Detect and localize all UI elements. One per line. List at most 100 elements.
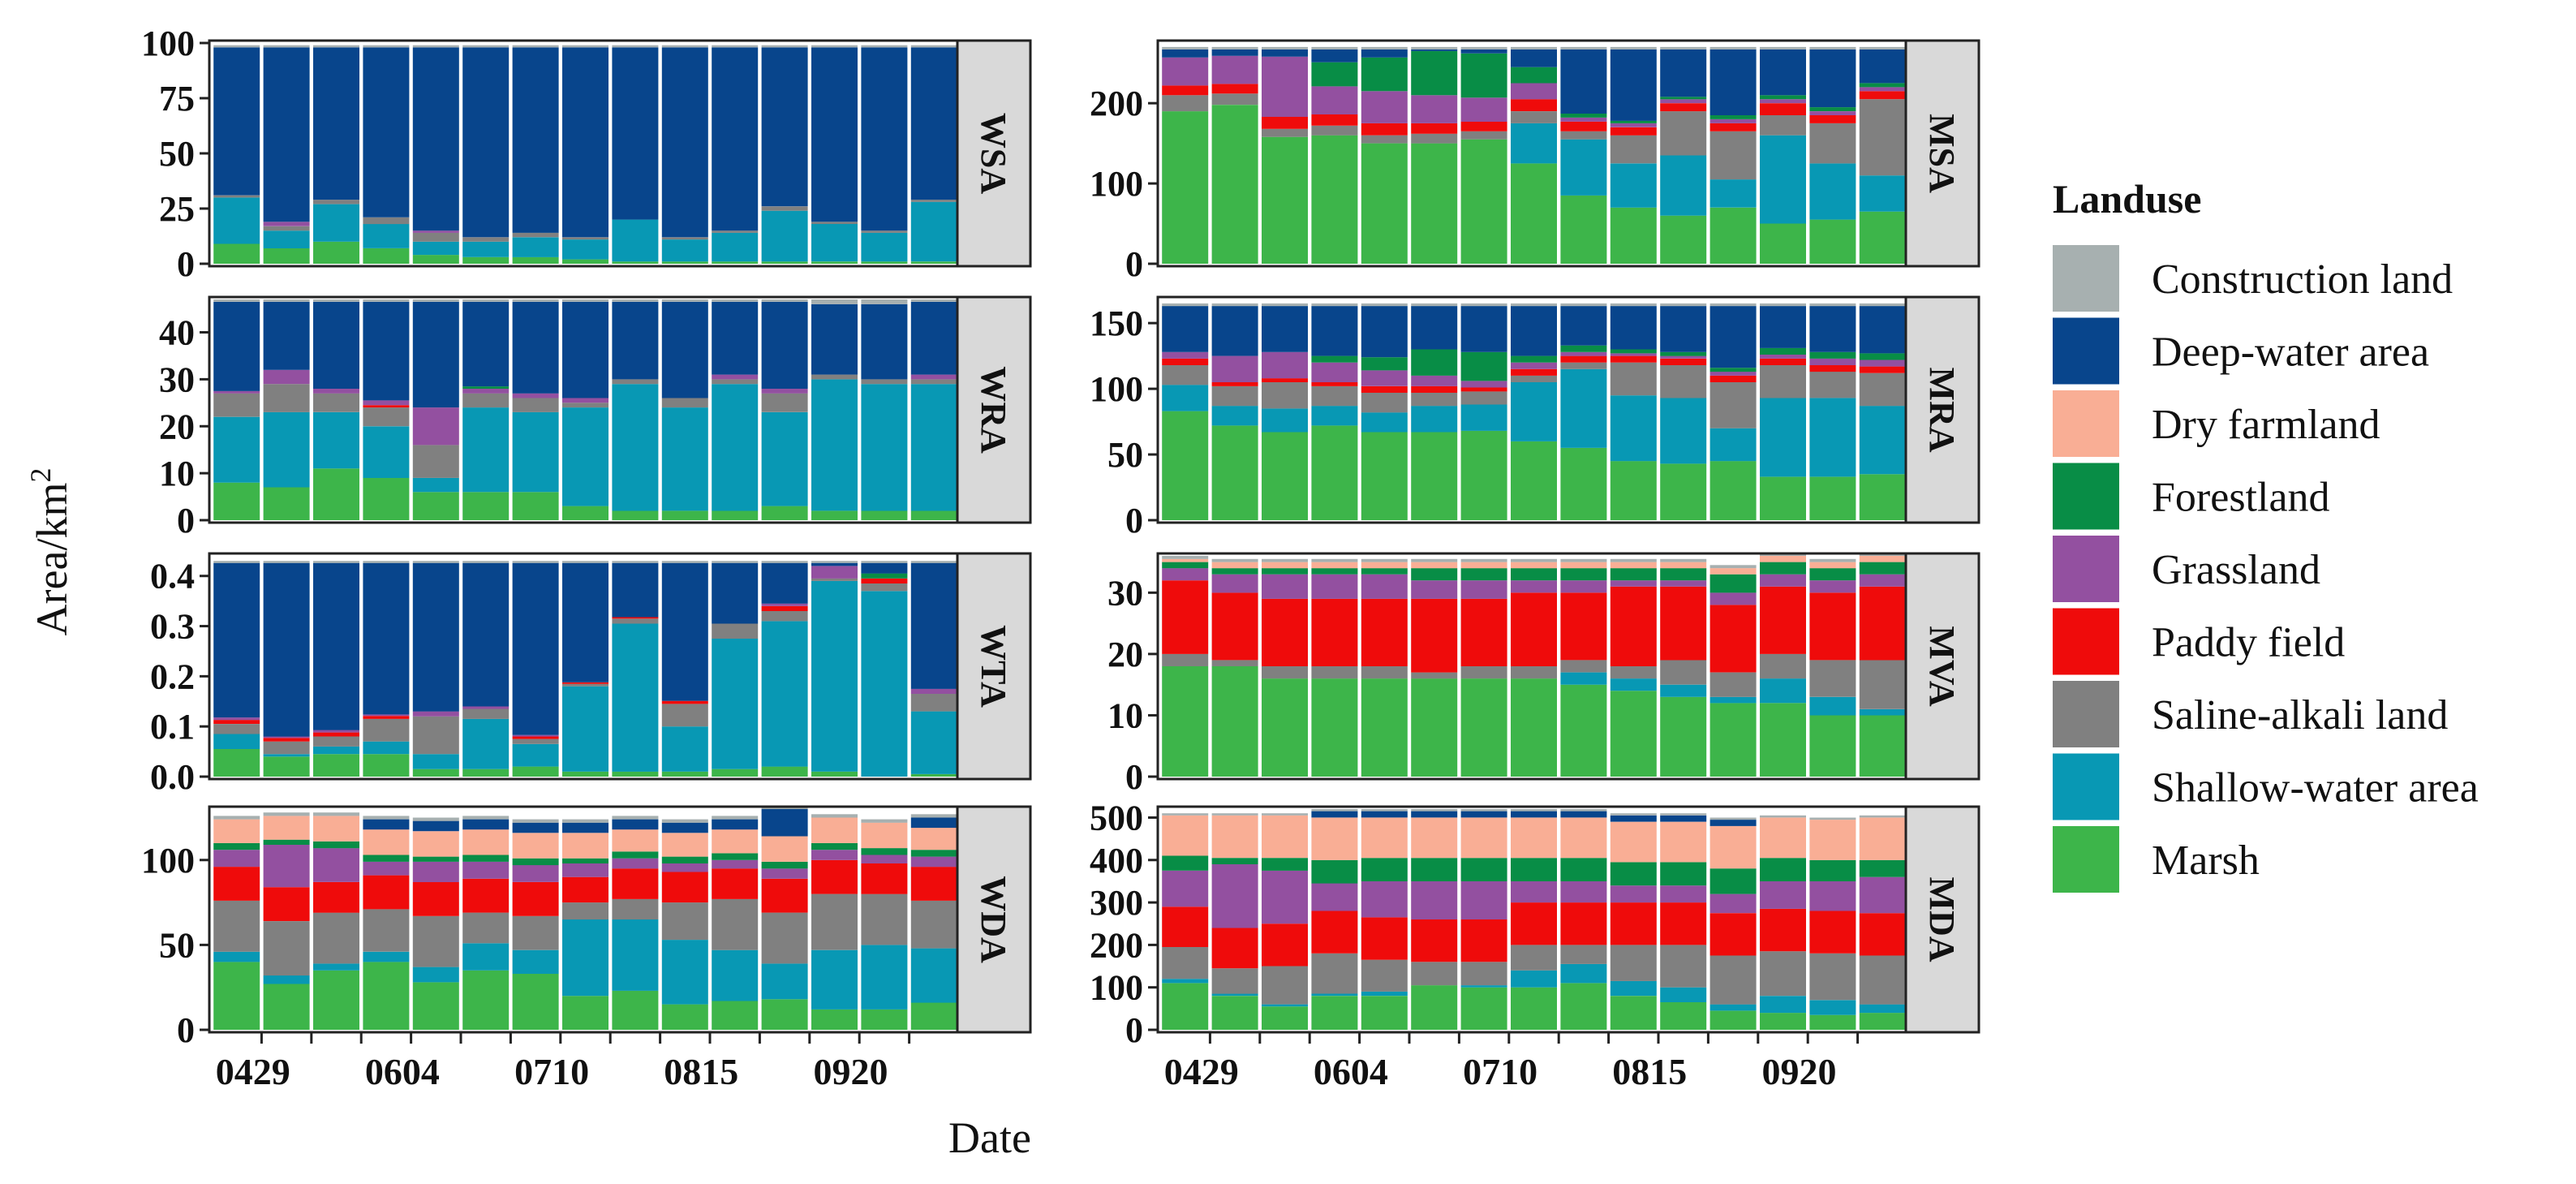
facet-strip-label: MDA (1922, 876, 1962, 962)
bar-segment-dry (1859, 556, 1906, 562)
bar-segment-deep (562, 822, 609, 833)
bar-segment-grass (412, 711, 459, 717)
bar-segment-construction (1262, 813, 1308, 816)
bar-stack (1610, 303, 1657, 520)
bar-segment-marsh (1262, 678, 1308, 777)
bar-segment-deep (1709, 306, 1757, 368)
bar-segment-grass (1311, 86, 1358, 114)
bar-segment-dry (1361, 562, 1408, 569)
y-tick-label: 50 (1107, 435, 1143, 475)
bar-stack (1809, 303, 1856, 520)
bar-segment-marsh (412, 492, 459, 520)
bar-segment-deep (712, 819, 759, 830)
bar-segment-marsh (661, 771, 708, 777)
bar-segment-marsh (363, 754, 410, 777)
bar-segment-marsh (1361, 143, 1408, 264)
bar-stack (263, 45, 310, 264)
bar-stack (811, 299, 858, 520)
bar-segment-deep (1560, 811, 1607, 818)
bar-segment-shallow (462, 943, 510, 971)
bar-segment-grass (1560, 118, 1607, 122)
bar-stack (462, 561, 510, 777)
bar-segment-saline (412, 445, 459, 478)
bar-segment-dry (1361, 817, 1408, 859)
bar-segment-paddy (213, 720, 260, 724)
bar-segment-grass (412, 861, 459, 882)
x-tick-label: 0604 (365, 1051, 440, 1092)
bar-segment-forest (1610, 349, 1657, 354)
legend-label-shallow: Shallow-water area (2152, 765, 2479, 812)
bar-segment-forest (1511, 568, 1557, 581)
bar-segment-paddy (512, 736, 559, 739)
bar-segment-shallow (412, 967, 459, 983)
bar-segment-deep (1610, 306, 1657, 350)
bar-segment-saline (1859, 99, 1906, 176)
bar-segment-shallow (512, 949, 559, 974)
bar-segment-construction (1460, 46, 1507, 50)
bar-segment-forest (1560, 114, 1607, 118)
bar-segment-construction (1560, 809, 1607, 812)
bar-segment-shallow (712, 232, 759, 262)
bar-stack (1162, 46, 1209, 264)
bar-stack (1760, 553, 1806, 777)
bar-segment-shallow (1211, 993, 1258, 997)
facet-strip-label: MRA (1922, 367, 1962, 452)
bar-segment-marsh (512, 492, 559, 520)
bar-segment-saline (1560, 660, 1607, 673)
bar-segment-deep (1311, 49, 1358, 62)
bar-segment-saline (761, 611, 808, 622)
bar-segment-shallow (562, 407, 609, 506)
y-tick-label: 200 (1090, 925, 1143, 965)
bar-segment-construction (1809, 558, 1856, 562)
bar-segment-marsh (462, 970, 510, 1030)
bar-segment-construction (761, 561, 808, 563)
bar-segment-forest (1361, 568, 1408, 575)
bar-segment-deep (313, 562, 359, 730)
bar-stack (1311, 46, 1358, 264)
bar-segment-deep (512, 47, 559, 233)
bar-segment-forest (1809, 107, 1856, 111)
bar-segment-marsh (1311, 996, 1358, 1030)
bar-segment-shallow (1162, 979, 1209, 984)
bar-segment-deep (1311, 306, 1358, 356)
bar-stack (1709, 565, 1757, 777)
bar-stack (512, 299, 559, 520)
bar-segment-grass (462, 389, 510, 394)
y-axis-title: Area/km2 (24, 468, 76, 636)
bar-segment-grass (910, 856, 957, 868)
bar-segment-marsh (1660, 463, 1707, 520)
bar-segment-grass (1760, 880, 1806, 909)
bar-segment-paddy (213, 867, 260, 901)
y-tick-label: 100 (1090, 164, 1143, 204)
bar-stack (1411, 46, 1458, 264)
bar-segment-marsh (1211, 425, 1258, 520)
bar-segment-paddy (1162, 85, 1209, 96)
y-tick-label: 500 (1090, 798, 1143, 837)
bar-segment-marsh (910, 1002, 957, 1030)
bar-segment-saline (1311, 953, 1358, 994)
bar-segment-deep (263, 301, 310, 370)
bar-segment-saline (1809, 660, 1856, 697)
bar-segment-construction (562, 561, 609, 563)
bar-segment-marsh (1709, 461, 1757, 520)
bar-stack (313, 45, 359, 264)
bar-segment-construction (412, 299, 459, 302)
bar-segment-marsh (412, 769, 459, 777)
bar-segment-dry (1211, 562, 1258, 569)
bar-segment-shallow (1610, 163, 1657, 208)
bar-segment-saline (1809, 372, 1856, 398)
bar-stack (761, 805, 808, 1030)
bar-segment-construction (1411, 558, 1458, 562)
bar-segment-construction (612, 561, 659, 563)
bar-segment-dry (1809, 820, 1856, 860)
bar-segment-marsh (861, 261, 908, 264)
bar-segment-shallow (861, 591, 908, 777)
bar-segment-grass (1162, 568, 1209, 581)
bar-segment-marsh (1162, 666, 1209, 777)
bar-segment-dry (712, 829, 759, 854)
bar-segment-grass (1411, 580, 1458, 599)
bar-segment-paddy (1511, 592, 1557, 666)
bar-stack (661, 819, 708, 1030)
y-tick-label: 20 (159, 407, 195, 446)
panel-wsa: WSA 0 25 50 75 100 (141, 24, 1032, 284)
